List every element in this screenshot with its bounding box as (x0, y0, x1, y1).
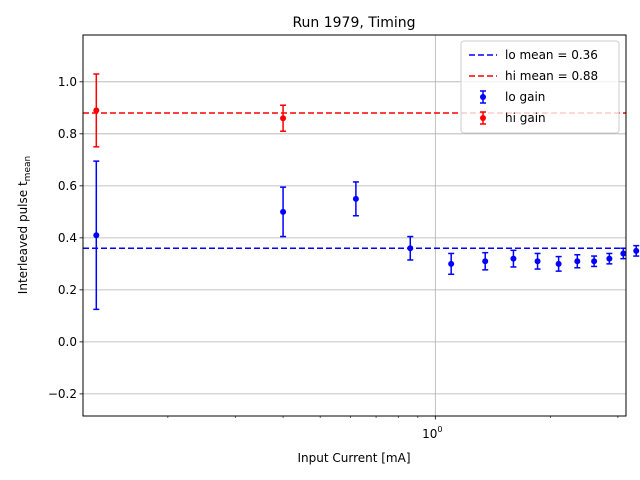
data-point (534, 258, 541, 265)
y-axis-label-main: Interleaved pulse t (16, 181, 30, 294)
legend: lo mean = 0.36 hi mean = 0.88 lo gain hi ga… (460, 40, 620, 134)
data-point (93, 232, 100, 239)
data-point (448, 260, 455, 267)
legend-marker (480, 94, 486, 100)
x-tick-label-base: 10 (422, 427, 437, 441)
y-tick-label: −0.2 (48, 387, 77, 401)
legend-box (460, 40, 620, 134)
data-point (93, 107, 100, 114)
data-point (407, 245, 414, 252)
data-series (93, 73, 640, 311)
y-tick-label: 0.4 (58, 231, 77, 245)
x-tick-label-exponent: 0 (437, 425, 442, 434)
x-axis-label: Input Current [mA] (297, 451, 410, 465)
data-point (280, 115, 287, 122)
data-point (633, 247, 640, 254)
data-point (606, 255, 613, 262)
y-axis-label: Interleaved pulse tmean (16, 156, 33, 294)
plot-frame (82, 34, 627, 417)
data-point (482, 258, 489, 265)
x-tick-label: 100 (422, 425, 442, 441)
data-point (510, 255, 517, 262)
legend-marker (480, 115, 486, 121)
y-tick-label: 1.0 (58, 75, 77, 89)
legend-label: lo gain (505, 90, 545, 104)
legend-label: hi mean = 0.88 (505, 69, 598, 83)
axis-ticks: −0.2 0.0 0.2 0.4 0.6 0.8 1.0 100 (48, 75, 619, 441)
y-axis-label-subscript: mean (23, 156, 33, 182)
y-tick-label: 0.8 (58, 127, 77, 141)
y-tick-label: 0.0 (58, 335, 77, 349)
legend-label: hi gain (505, 111, 546, 125)
data-point (574, 258, 581, 265)
grid (83, 35, 626, 416)
legend-label: lo mean = 0.36 (505, 48, 598, 62)
data-point (352, 195, 359, 202)
data-point (555, 260, 562, 267)
chart-title: Run 1979, Timing (292, 15, 415, 31)
data-point (280, 208, 287, 215)
data-point (591, 258, 598, 265)
y-tick-label: 0.2 (58, 283, 77, 297)
data-point (620, 250, 627, 257)
y-tick-label: 0.6 (58, 179, 77, 193)
